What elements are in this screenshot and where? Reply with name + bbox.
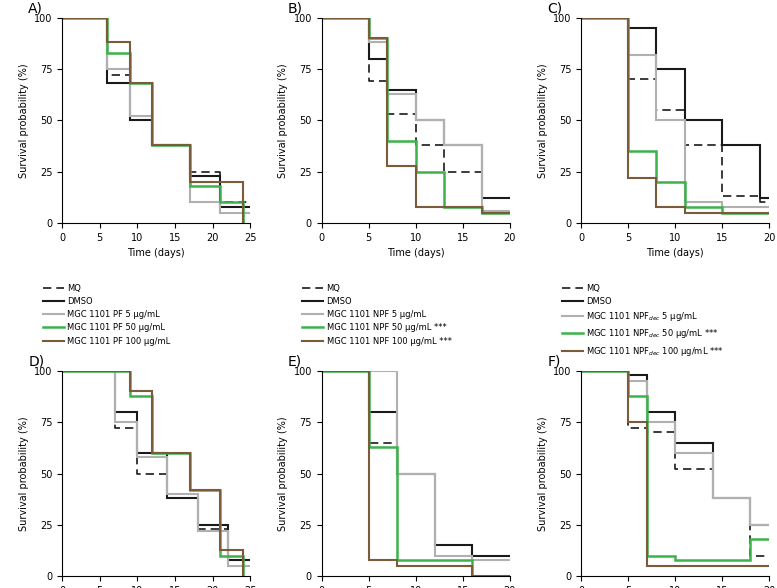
Text: F): F) [547, 355, 561, 369]
Y-axis label: Survival probability (%): Survival probability (%) [19, 416, 29, 531]
Text: E): E) [287, 355, 302, 369]
Text: B): B) [287, 1, 303, 15]
Legend: MQ, DMSO, MGC 1101 PF 5 μg/mL, MGC 1101 PF 50 μg/mL, MGC 1101 PF 100 μg/mL: MQ, DMSO, MGC 1101 PF 5 μg/mL, MGC 1101 … [40, 280, 174, 349]
Legend: MQ, DMSO, MGC 1101 NPF$_{dec}$ 5 μg/mL, MGC 1101 NPF$_{dec}$ 50 μg/mL ***, MGC 1: MQ, DMSO, MGC 1101 NPF$_{dec}$ 5 μg/mL, … [559, 280, 727, 361]
Y-axis label: Survival probability (%): Survival probability (%) [278, 63, 288, 178]
X-axis label: Time (days): Time (days) [387, 248, 444, 258]
Y-axis label: Survival probability (%): Survival probability (%) [19, 63, 29, 178]
Text: D): D) [28, 355, 44, 369]
Y-axis label: Survival probability (%): Survival probability (%) [538, 63, 548, 178]
Text: C): C) [547, 1, 563, 15]
X-axis label: Time (days): Time (days) [127, 248, 185, 258]
Y-axis label: Survival probability (%): Survival probability (%) [538, 416, 548, 531]
Text: A): A) [28, 1, 44, 15]
Legend: MQ, DMSO, MGC 1101 NPF 5 μg/mL, MGC 1101 NPF 50 μg/mL ***, MGC 1101 NPF 100 μg/m: MQ, DMSO, MGC 1101 NPF 5 μg/mL, MGC 1101… [299, 280, 455, 349]
X-axis label: Time (days): Time (days) [646, 248, 704, 258]
Y-axis label: Survival probability (%): Survival probability (%) [278, 416, 288, 531]
